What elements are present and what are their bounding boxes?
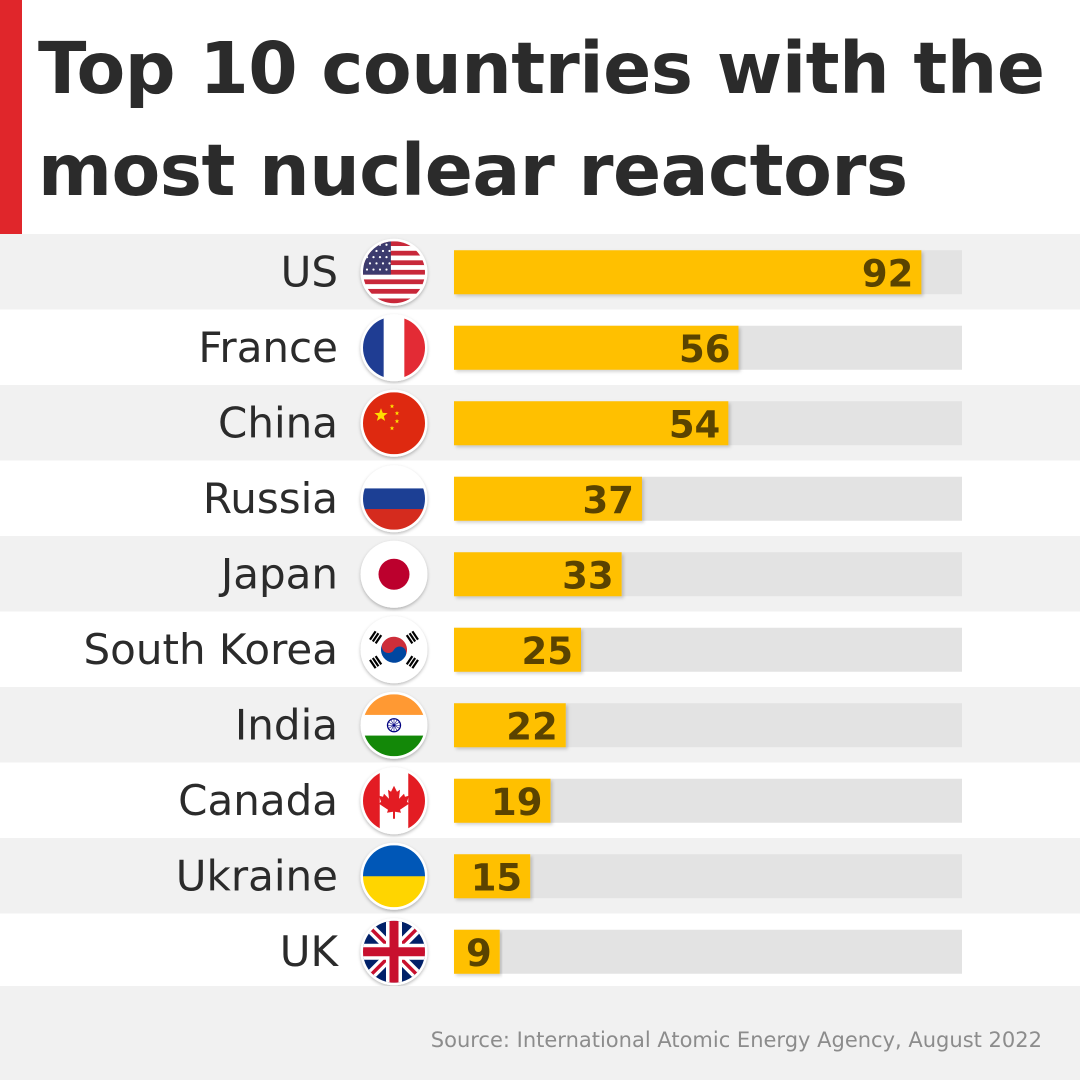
category-label: Canada <box>178 776 338 825</box>
south-korea-flag-icon <box>363 618 425 681</box>
accent-bar <box>0 0 22 236</box>
chart-title: Top 10 countries with the most nuclear r… <box>38 27 1045 212</box>
bar <box>454 627 581 672</box>
bar <box>454 929 500 974</box>
category-label: France <box>198 323 338 372</box>
us-flag-icon <box>363 241 425 304</box>
value-label: 54 <box>669 403 721 446</box>
bar <box>454 325 739 370</box>
bar <box>454 778 551 823</box>
category-label: Japan <box>218 549 338 598</box>
france-flag-icon <box>363 316 425 379</box>
russia-flag-icon <box>363 467 425 530</box>
category-label: Russia <box>203 474 338 523</box>
category-label: Ukraine <box>176 851 338 900</box>
canada-flag-icon <box>363 769 425 832</box>
india-flag-icon <box>363 694 425 757</box>
japan-flag-icon <box>363 543 425 606</box>
bar <box>454 552 622 597</box>
value-label: 92 <box>862 252 914 295</box>
value-label: 22 <box>506 705 558 748</box>
bar-track <box>454 854 962 899</box>
bar <box>454 401 729 446</box>
value-label: 9 <box>466 932 492 975</box>
ukraine-flag-icon <box>363 845 425 908</box>
header <box>0 0 1080 234</box>
value-label: 37 <box>582 479 634 522</box>
value-label: 56 <box>679 328 731 371</box>
category-label: UK <box>280 927 340 976</box>
value-label: 25 <box>522 630 574 673</box>
source-note: Source: International Atomic Energy Agen… <box>430 1028 1042 1052</box>
bar <box>454 854 531 899</box>
value-label: 15 <box>471 856 523 899</box>
category-label: South Korea <box>84 625 338 674</box>
value-label: 19 <box>491 781 543 824</box>
bar-chart: US 92 France 56 China 54 Russia 37 Japan 33 South … <box>0 234 1080 986</box>
uk-flag-icon <box>363 920 425 983</box>
bar <box>454 250 922 295</box>
china-flag-icon <box>363 392 425 455</box>
bar-track <box>454 929 962 974</box>
bar <box>454 703 566 748</box>
category-label: China <box>218 398 338 447</box>
value-label: 33 <box>562 554 614 597</box>
category-label: US <box>281 247 338 296</box>
category-label: India <box>235 700 338 749</box>
bar <box>454 476 642 521</box>
